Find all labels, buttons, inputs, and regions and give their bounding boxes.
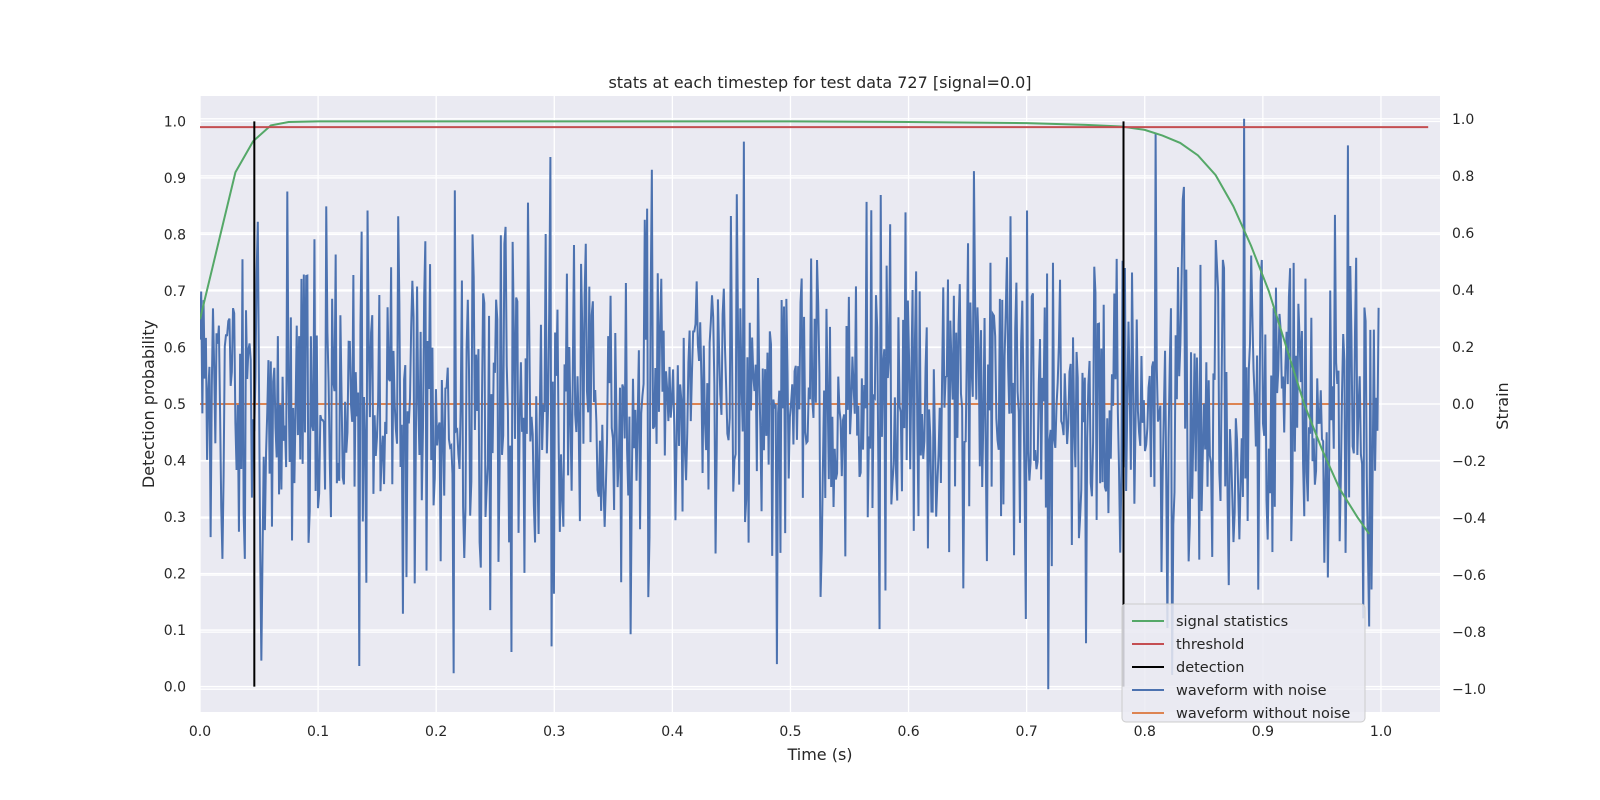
y-left-tick-label: 0.4 (164, 454, 186, 470)
y-right-tick-label: 0.4 (1452, 283, 1474, 299)
y-left-tick-label: 0.6 (164, 340, 186, 356)
legend-label: signal statistics (1176, 614, 1288, 630)
x-tick-label: 1.0 (1370, 724, 1392, 740)
x-tick-label: 0.7 (1016, 724, 1038, 740)
chart-title: stats at each timestep for test data 727… (608, 73, 1031, 92)
x-tick-label: 0.2 (425, 724, 447, 740)
y-right-tick-label: −0.4 (1452, 511, 1486, 527)
x-tick-labels: 0.0 0.1 0.2 0.3 0.4 0.5 0.6 0.7 0.8 0.9 1.0 (189, 724, 1392, 740)
y-right-tick-label: −0.8 (1452, 625, 1486, 641)
x-tick-label: 0.5 (779, 724, 801, 740)
y-left-tick-label: 1.0 (164, 114, 186, 130)
y-left-tick-labels: 0.0 0.1 0.2 0.3 0.4 0.5 0.6 0.7 0.8 0.9 1.0 (164, 114, 186, 695)
y-right-tick-label: −0.2 (1452, 454, 1486, 470)
y-left-tick-label: 0.8 (164, 227, 186, 243)
y-left-tick-label: 0.5 (164, 397, 186, 413)
legend-label: waveform with noise (1176, 683, 1327, 699)
legend-label: detection (1176, 660, 1244, 676)
y-left-tick-label: 0.1 (164, 623, 186, 639)
y-right-tick-label: 0.6 (1452, 226, 1474, 242)
y-left-tick-label: 0.7 (164, 284, 186, 300)
x-tick-label: 0.8 (1134, 724, 1156, 740)
series-waveform-with-noise (200, 118, 1380, 690)
x-tick-label: 0.0 (189, 724, 211, 740)
y-left-tick-label: 0.9 (164, 171, 186, 187)
legend-label: threshold (1176, 637, 1244, 653)
y-right-tick-label: 0.8 (1452, 169, 1474, 185)
y-left-tick-label: 0.2 (164, 567, 186, 583)
legend-label: waveform without noise (1176, 706, 1350, 722)
x-tick-label: 0.6 (897, 724, 919, 740)
legend: signal statistics threshold detection wavef… (1121, 603, 1366, 723)
x-tick-label: 0.1 (307, 724, 329, 740)
y-axis-right-label: Strain (1493, 382, 1512, 429)
x-axis-label: Time (s) (786, 745, 852, 764)
y-right-tick-labels: −1.0 −0.8 −0.6 −0.4 −0.2 0.0 0.2 0.4 0.6 0.8 1.0 (1452, 112, 1486, 698)
y-left-tick-label: 0.0 (164, 680, 186, 696)
x-tick-label: 0.9 (1252, 724, 1274, 740)
y-right-tick-label: −0.6 (1452, 568, 1486, 584)
x-tick-label: 0.3 (543, 724, 565, 740)
y-axis-left-label: Detection probability (139, 320, 158, 488)
y-right-tick-label: 1.0 (1452, 112, 1474, 128)
series-layer (200, 118, 1429, 690)
x-tick-label: 0.4 (661, 724, 683, 740)
y-right-tick-label: −1.0 (1452, 682, 1486, 698)
legend-box (1121, 603, 1366, 723)
y-left-tick-label: 0.3 (164, 510, 186, 526)
y-right-tick-label: 0.0 (1452, 397, 1474, 413)
y-right-tick-label: 0.2 (1452, 340, 1474, 356)
